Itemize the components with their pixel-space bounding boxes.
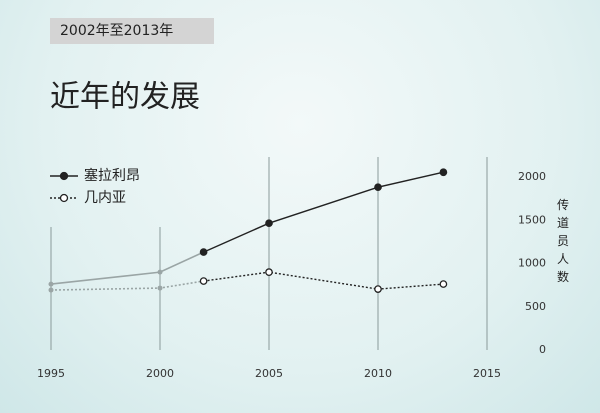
y-tick-label: 500 bbox=[525, 300, 546, 313]
chart-title: 近年的发展 bbox=[50, 80, 200, 115]
point bbox=[48, 281, 54, 287]
series-line bbox=[50, 251, 204, 285]
x-tick-label: 2000 bbox=[146, 367, 174, 380]
point bbox=[265, 268, 273, 276]
x-tick-label: 1995 bbox=[37, 367, 65, 380]
y-tick-label: 1000 bbox=[518, 257, 546, 270]
legend-marker bbox=[59, 193, 69, 203]
y-axis-label: 传道员人数 bbox=[557, 197, 569, 284]
legend-label: 几内亚 bbox=[84, 190, 126, 206]
point bbox=[265, 219, 273, 228]
series-line bbox=[203, 171, 444, 253]
point bbox=[157, 269, 163, 275]
y-tick-label: 1500 bbox=[518, 213, 546, 226]
x-tick-label: 2015 bbox=[473, 367, 501, 380]
tag-box bbox=[50, 18, 214, 44]
tag: 2002年至2013年 bbox=[60, 23, 173, 39]
point bbox=[374, 183, 382, 192]
x-tick-label: 2010 bbox=[364, 367, 392, 380]
point bbox=[157, 285, 163, 291]
point bbox=[374, 285, 382, 293]
legend-marker bbox=[59, 171, 69, 181]
point bbox=[48, 287, 54, 293]
point bbox=[199, 277, 208, 285]
point bbox=[439, 168, 448, 177]
series-line bbox=[50, 280, 204, 291]
point bbox=[439, 280, 448, 288]
y-tick-label: 2000 bbox=[518, 170, 546, 183]
point bbox=[199, 248, 208, 256]
x-tick-label: 2005 bbox=[255, 367, 283, 380]
y-tick-label: 0 bbox=[539, 343, 546, 356]
legend-label: 塞拉利昂 bbox=[84, 167, 140, 184]
series-line bbox=[203, 271, 444, 290]
